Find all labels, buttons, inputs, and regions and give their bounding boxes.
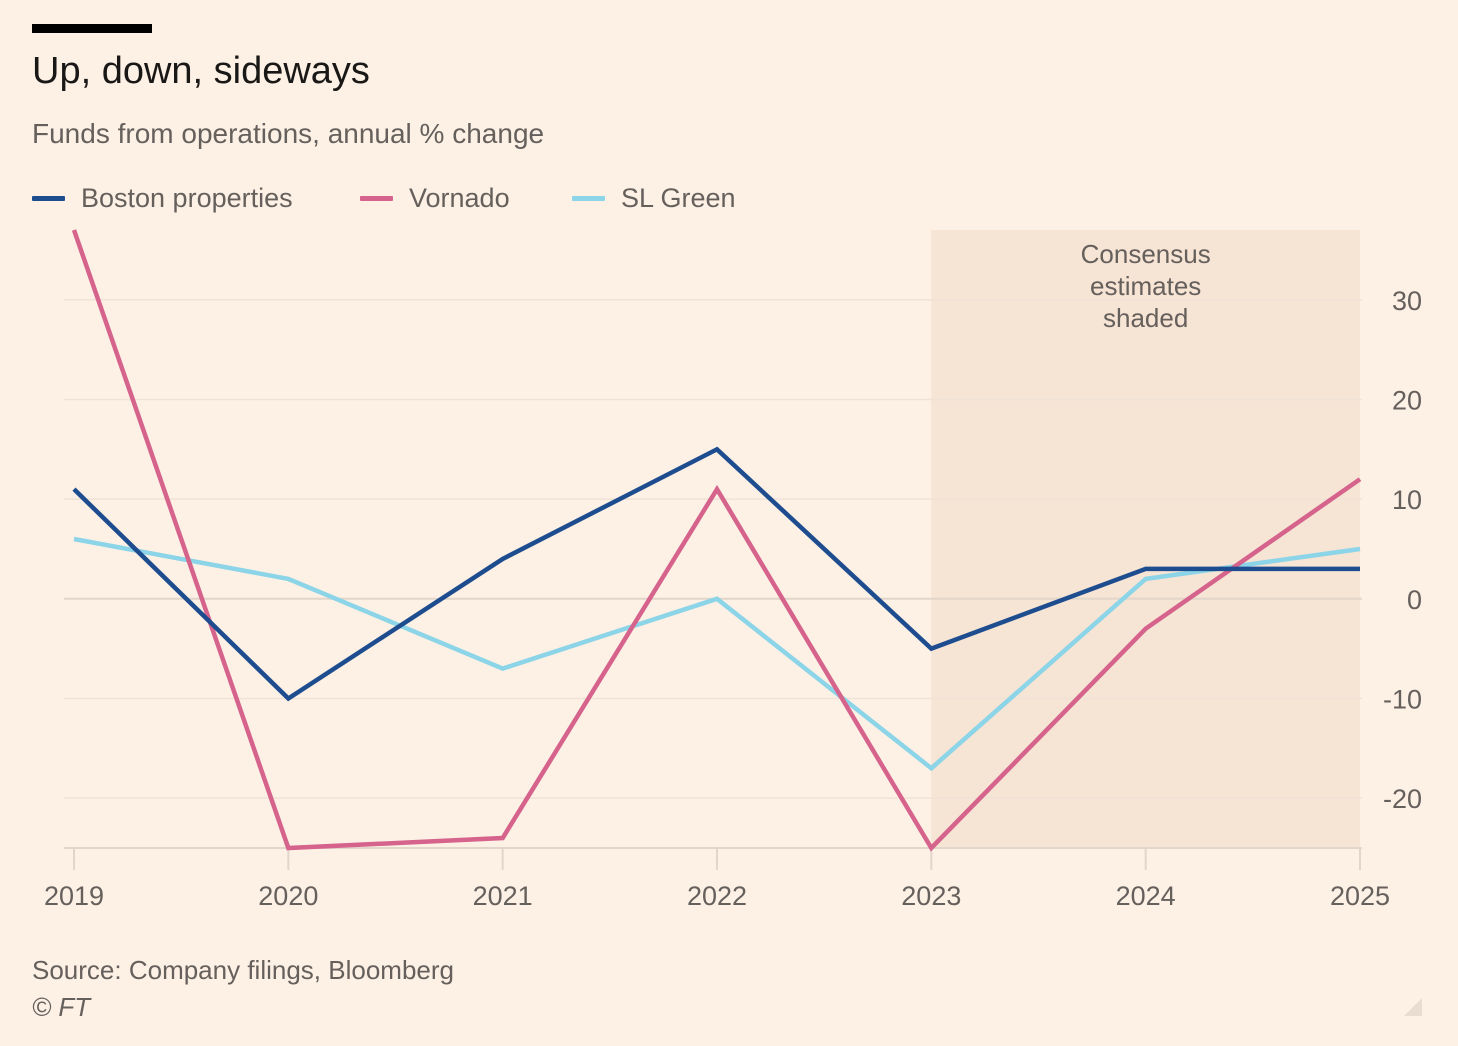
y-tick-label-30: 30 <box>1392 286 1422 316</box>
source-note: Source: Company filings, Bloomberg <box>32 955 454 985</box>
x-tick-label-2020: 2020 <box>258 881 318 911</box>
resize-corner-icon <box>1404 998 1422 1016</box>
legend-label-boston-properties: Boston properties <box>81 182 293 213</box>
shaded-region-label-line-3: shaded <box>1103 303 1188 333</box>
x-tick-label-2021: 2021 <box>473 881 533 911</box>
legend-swatch-boston-properties <box>32 195 65 201</box>
chart-title: Up, down, sideways <box>32 50 370 92</box>
chart-subtitle: Funds from operations, annual % change <box>32 118 545 149</box>
legend-item-sl-green: SL Green <box>572 180 736 216</box>
y-tick-label-20: 20 <box>1392 385 1422 415</box>
x-tick-label-2025: 2025 <box>1330 881 1390 911</box>
legend-label-sl-green: SL Green <box>621 182 736 213</box>
legend-swatch-sl-green <box>572 195 605 201</box>
y-tick-label-10: 10 <box>1392 485 1422 515</box>
legend-item-vornado: Vornado <box>360 180 510 216</box>
top-rule <box>32 24 152 33</box>
legend-item-boston-properties: Boston properties <box>32 180 293 216</box>
x-tick-label-2023: 2023 <box>901 881 961 911</box>
line-chart: -20 -10 0 10 20 30 2019 2020 2021 2022 2023 2024 202… <box>44 229 1422 911</box>
x-tick-label-2019: 2019 <box>44 881 104 911</box>
y-tick-label-0: 0 <box>1407 585 1422 615</box>
x-tick-label-2022: 2022 <box>687 881 747 911</box>
shaded-region-consensus <box>931 230 1360 848</box>
x-tick-label-2024: 2024 <box>1116 881 1176 911</box>
y-tick-label--20: -20 <box>1383 784 1422 814</box>
y-tick-label--10: -10 <box>1383 684 1422 714</box>
credit-note: © FT <box>32 992 91 1022</box>
legend-label-vornado: Vornado <box>409 182 510 213</box>
shaded-region-label-line-2: estimates <box>1090 271 1201 301</box>
legend-swatch-vornado <box>360 195 393 201</box>
shaded-region-label-line-1: Consensus <box>1081 239 1211 269</box>
